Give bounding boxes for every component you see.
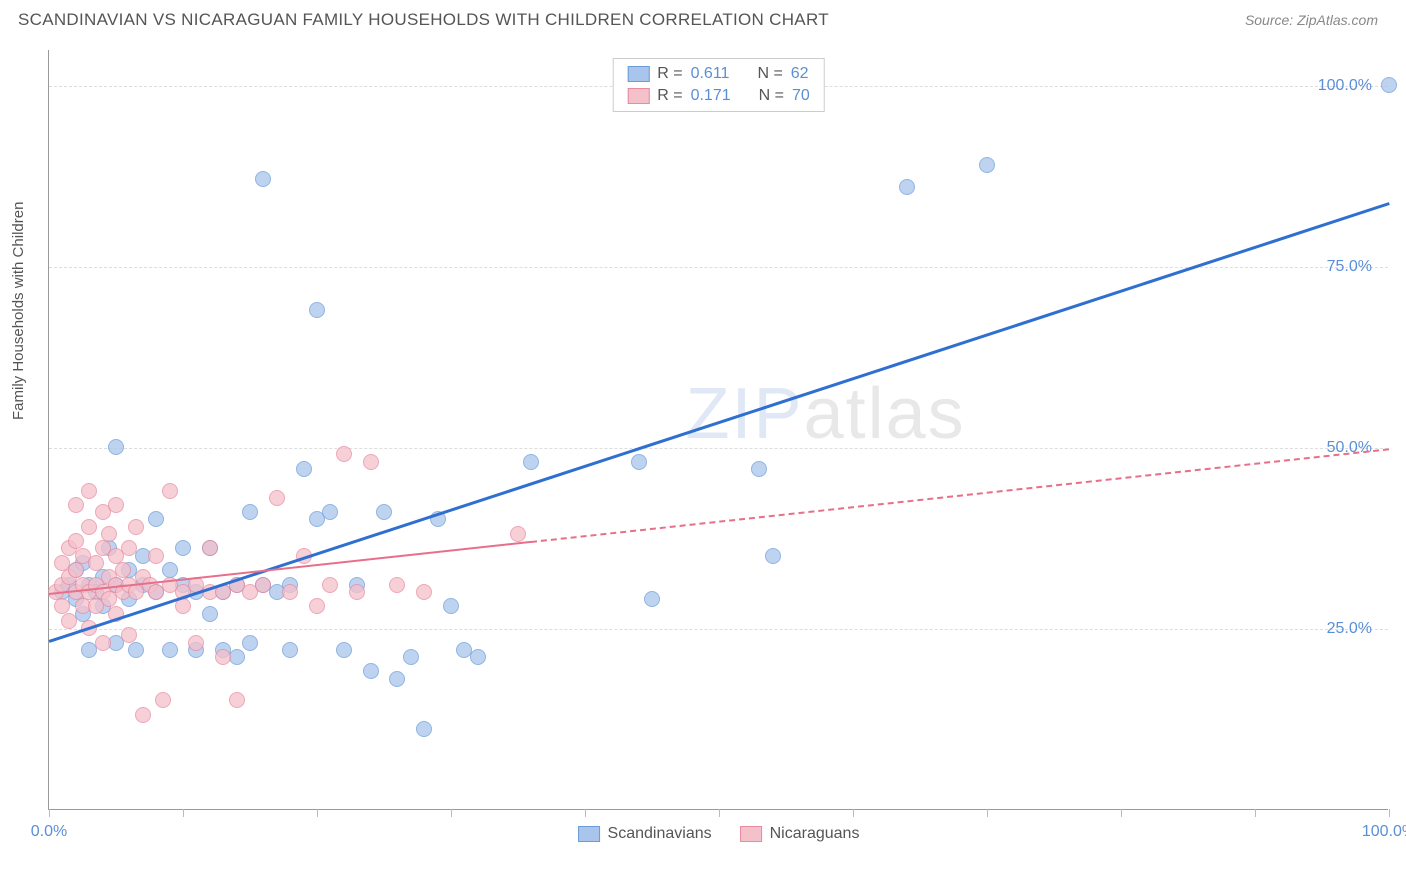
data-point xyxy=(121,627,137,643)
x-tick xyxy=(451,809,452,817)
y-tick-label: 25.0% xyxy=(1327,620,1372,638)
legend-swatch xyxy=(578,826,600,842)
legend-swatch xyxy=(627,88,649,104)
data-point xyxy=(202,540,218,556)
data-point xyxy=(899,179,915,195)
data-point xyxy=(242,504,258,520)
x-tick xyxy=(1389,809,1390,817)
legend-row: R = 0.171N = 70 xyxy=(627,85,810,107)
data-point xyxy=(101,526,117,542)
data-point xyxy=(255,171,271,187)
data-point xyxy=(336,446,352,462)
data-point xyxy=(88,555,104,571)
data-point xyxy=(108,439,124,455)
x-tick xyxy=(183,809,184,817)
legend-swatch xyxy=(740,826,762,842)
data-point xyxy=(68,497,84,513)
data-point xyxy=(510,526,526,542)
x-tick xyxy=(585,809,586,817)
data-point xyxy=(162,483,178,499)
source-attribution: Source: ZipAtlas.com xyxy=(1245,12,1378,28)
data-point xyxy=(269,490,285,506)
data-point xyxy=(128,642,144,658)
series-legend: Scandinavians Nicaraguans xyxy=(578,825,860,843)
data-point xyxy=(175,540,191,556)
data-point xyxy=(751,461,767,477)
data-point xyxy=(389,671,405,687)
data-point xyxy=(135,707,151,723)
data-point xyxy=(282,642,298,658)
data-point xyxy=(470,649,486,665)
data-point xyxy=(155,692,171,708)
data-point xyxy=(644,591,660,607)
data-point xyxy=(162,642,178,658)
data-point xyxy=(148,548,164,564)
legend-swatch xyxy=(627,66,649,82)
data-point xyxy=(282,584,298,600)
x-tick-label: 100.0% xyxy=(1362,823,1406,841)
data-point xyxy=(188,635,204,651)
data-point xyxy=(363,454,379,470)
x-tick-label: 0.0% xyxy=(31,823,67,841)
trend-line xyxy=(531,448,1389,543)
y-tick-label: 75.0% xyxy=(1327,258,1372,276)
data-point xyxy=(309,302,325,318)
data-point xyxy=(363,663,379,679)
x-tick xyxy=(719,809,720,817)
data-point xyxy=(81,483,97,499)
data-point xyxy=(349,584,365,600)
data-point xyxy=(416,721,432,737)
data-point xyxy=(108,497,124,513)
legend-row: R = 0.611N = 62 xyxy=(627,63,810,85)
data-point xyxy=(376,504,392,520)
data-point xyxy=(148,511,164,527)
x-tick xyxy=(317,809,318,817)
data-point xyxy=(523,454,539,470)
data-point xyxy=(121,540,137,556)
legend-item: Scandinavians xyxy=(578,825,712,843)
x-tick xyxy=(987,809,988,817)
y-tick-label: 100.0% xyxy=(1318,77,1372,95)
data-point xyxy=(81,519,97,535)
x-tick xyxy=(1255,809,1256,817)
data-point xyxy=(403,649,419,665)
data-point xyxy=(255,577,271,593)
data-point xyxy=(242,635,258,651)
data-point xyxy=(631,454,647,470)
x-tick xyxy=(49,809,50,817)
data-point xyxy=(215,649,231,665)
data-point xyxy=(765,548,781,564)
data-point xyxy=(61,613,77,629)
data-point xyxy=(322,504,338,520)
data-point xyxy=(336,642,352,658)
data-point xyxy=(95,635,111,651)
x-tick xyxy=(1121,809,1122,817)
data-point xyxy=(296,461,312,477)
y-axis-label: Family Households with Children xyxy=(10,202,27,420)
legend-item: Nicaraguans xyxy=(740,825,860,843)
data-point xyxy=(416,584,432,600)
data-point xyxy=(1381,77,1397,93)
scatter-chart: ZIPatlas 25.0%50.0%75.0%100.0%0.0%100.0%… xyxy=(48,50,1388,810)
data-point xyxy=(229,692,245,708)
data-point xyxy=(443,598,459,614)
gridline xyxy=(49,629,1388,630)
data-point xyxy=(322,577,338,593)
data-point xyxy=(202,606,218,622)
correlation-legend: R = 0.611N = 62R = 0.171N = 70 xyxy=(612,58,825,112)
chart-title: SCANDINAVIAN VS NICARAGUAN FAMILY HOUSEH… xyxy=(18,10,829,30)
data-point xyxy=(389,577,405,593)
data-point xyxy=(128,519,144,535)
gridline xyxy=(49,448,1388,449)
data-point xyxy=(979,157,995,173)
x-tick xyxy=(853,809,854,817)
data-point xyxy=(309,598,325,614)
data-point xyxy=(175,598,191,614)
